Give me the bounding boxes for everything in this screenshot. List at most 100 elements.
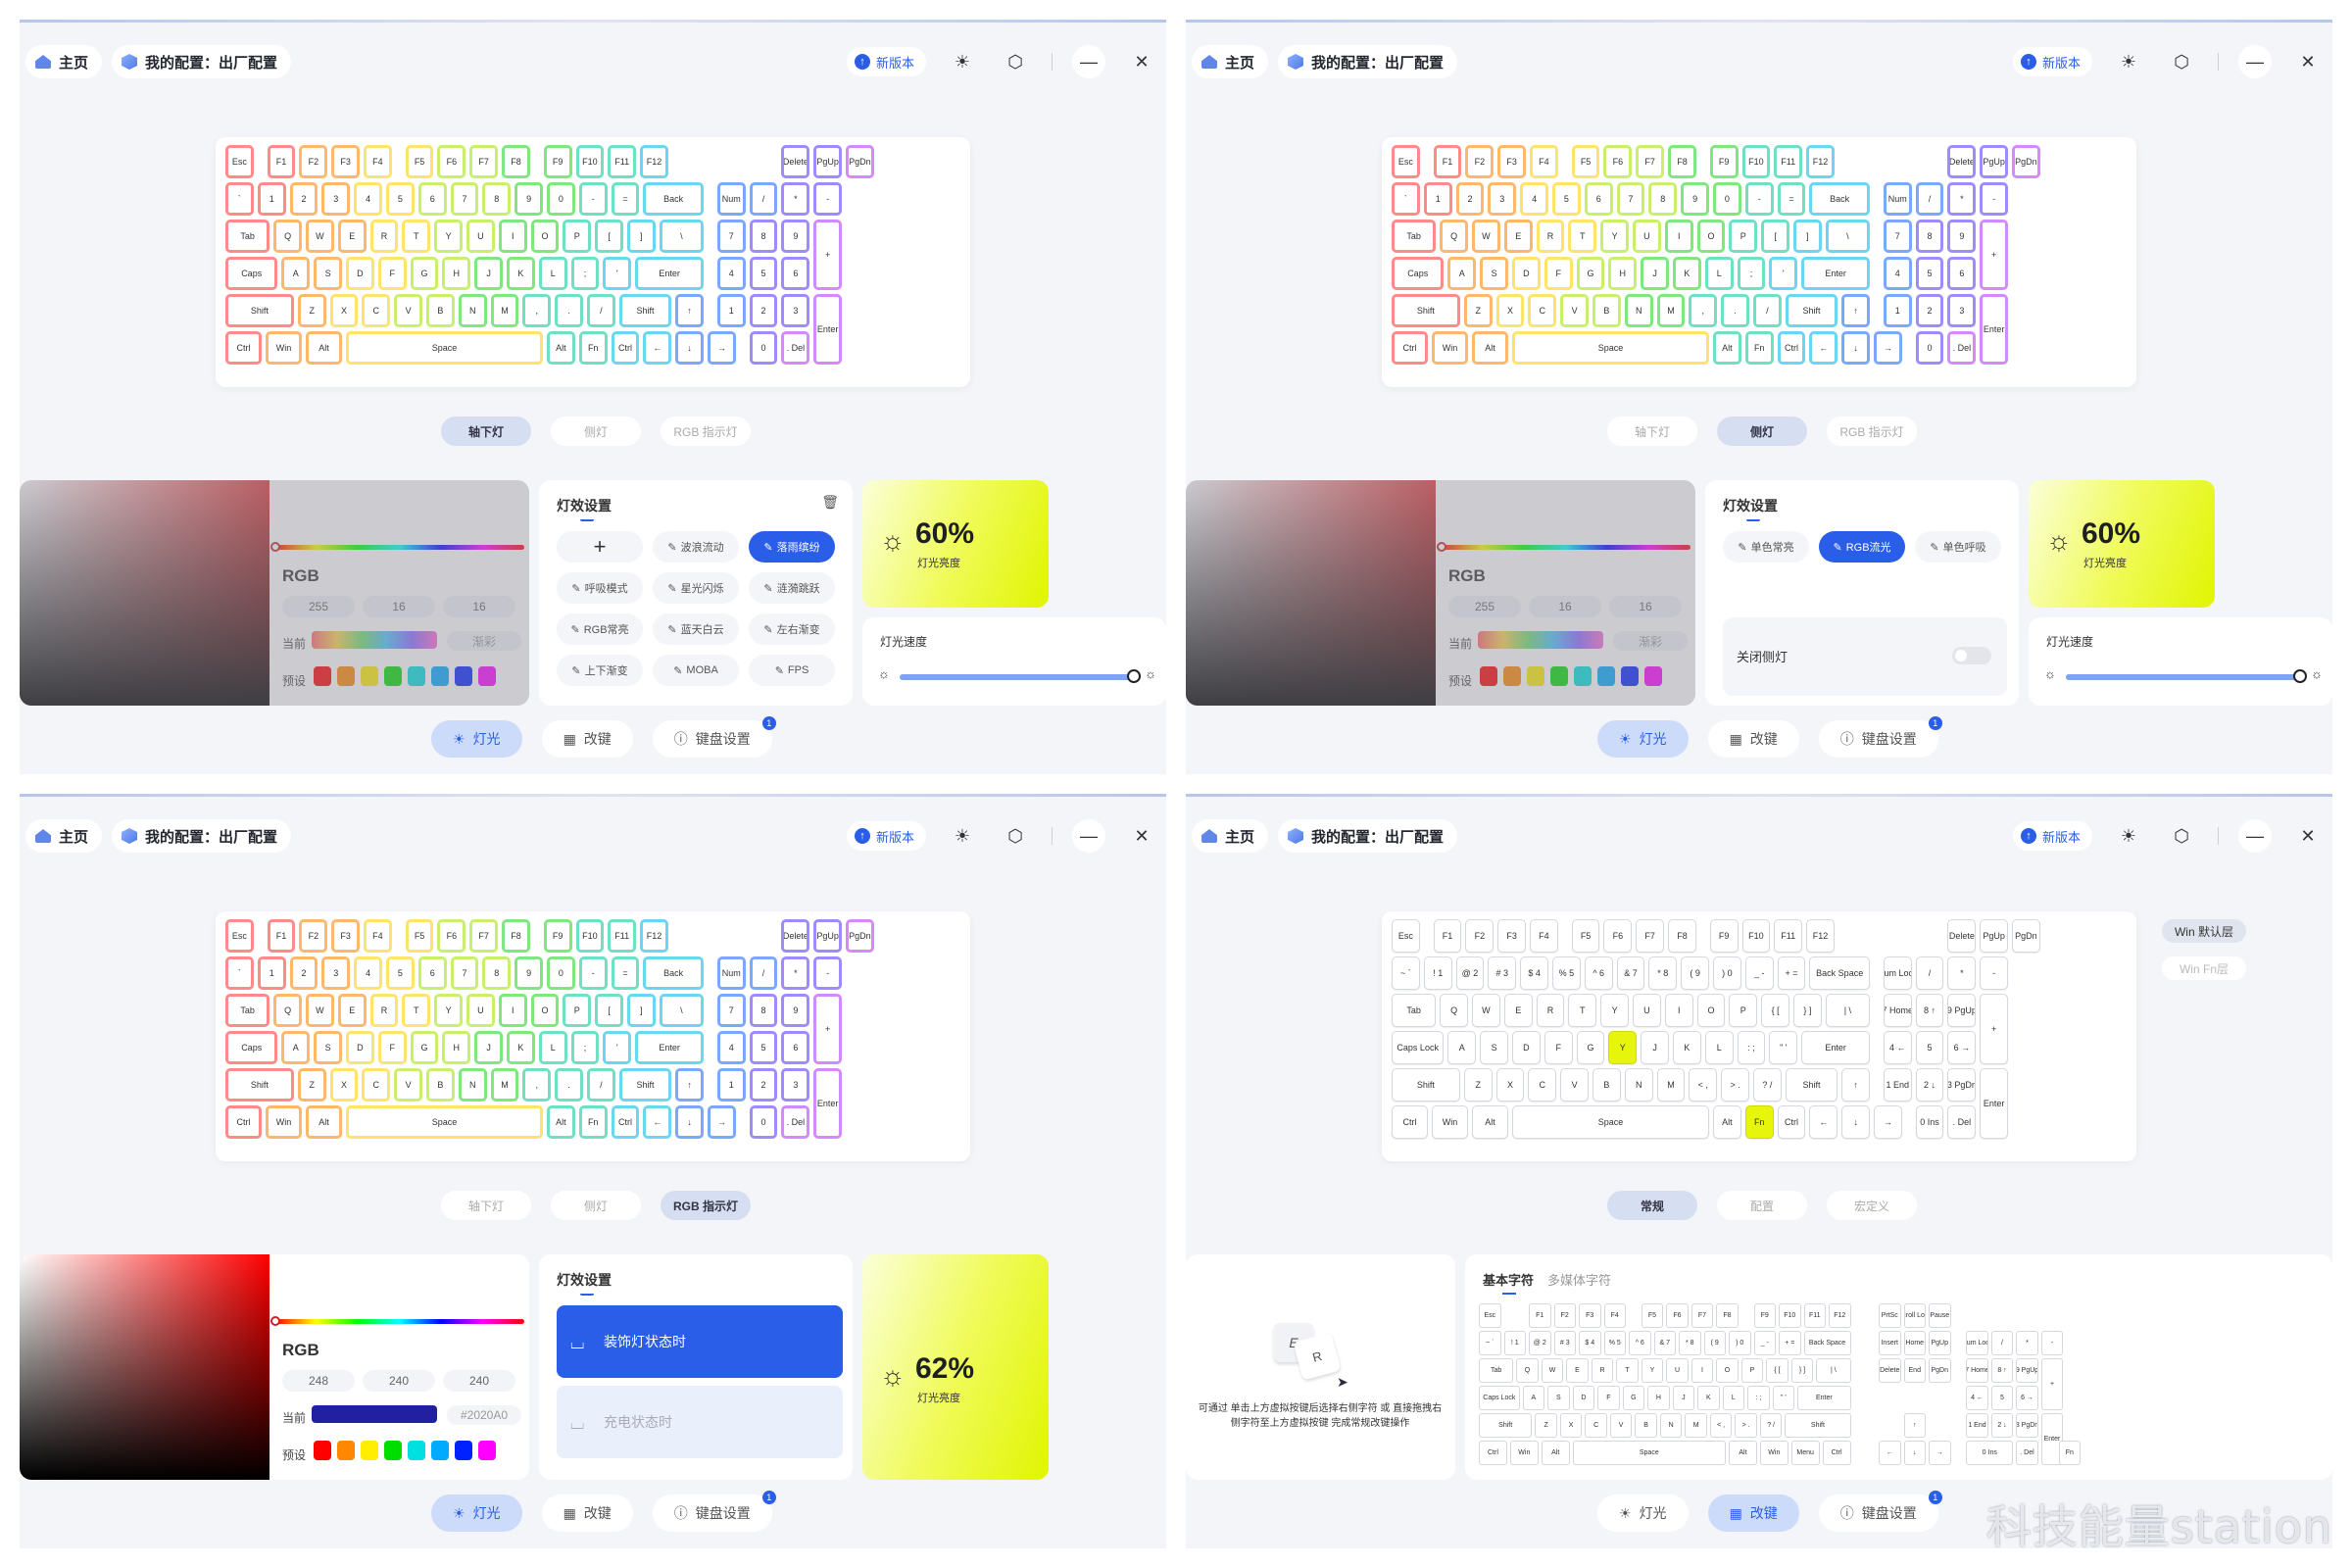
profile-button[interactable]: 我的配置：出厂配置 — [112, 45, 292, 78]
key[interactable]: J — [474, 1031, 503, 1064]
key[interactable]: M — [490, 294, 519, 327]
effect-button[interactable]: + — [557, 531, 643, 563]
key[interactable]: V — [394, 294, 422, 327]
new-version-button[interactable]: ↑ 新版本 — [846, 821, 926, 851]
key[interactable]: | \ — [1816, 1358, 1851, 1383]
key[interactable]: F1 — [1433, 145, 1462, 178]
nav-1[interactable]: ▦ 改键 — [541, 720, 633, 758]
key[interactable]: G — [1576, 1031, 1605, 1064]
key[interactable]: Tab — [1479, 1358, 1514, 1383]
key[interactable]: / — [1990, 1331, 2014, 1355]
key[interactable]: * — [1947, 956, 1977, 990]
key[interactable]: 7 — [716, 220, 746, 253]
key[interactable]: ( 9 — [1703, 1331, 1726, 1355]
key[interactable]: 8 — [482, 956, 512, 990]
preset-swatch[interactable] — [408, 1441, 425, 1460]
key[interactable]: F9 — [1709, 145, 1739, 178]
key[interactable]: T — [1568, 994, 1597, 1027]
key[interactable]: % 5 — [1552, 956, 1581, 990]
key[interactable]: P — [1740, 1358, 1764, 1383]
key[interactable]: - — [578, 956, 608, 990]
key[interactable]: ` — [225, 956, 254, 990]
key[interactable]: 2 — [289, 182, 318, 216]
key[interactable]: F12 — [1806, 145, 1835, 178]
key[interactable]: [ — [595, 220, 623, 253]
key[interactable]: Enter — [1801, 1031, 1870, 1064]
key[interactable]: Alt — [1472, 1105, 1508, 1139]
key[interactable]: 1 — [257, 956, 286, 990]
key[interactable]: N — [458, 294, 487, 327]
key[interactable]: Caps — [225, 257, 278, 290]
key[interactable]: Z — [1463, 294, 1493, 327]
key[interactable]: < , — [1689, 1068, 1718, 1102]
key[interactable]: X — [1559, 1413, 1583, 1438]
key[interactable]: Shift — [225, 294, 294, 327]
key[interactable]: F11 — [1803, 1303, 1826, 1328]
key[interactable]: ↓ — [1841, 331, 1870, 365]
key[interactable]: ~ ` — [1392, 956, 1420, 990]
key[interactable]: Z — [297, 1068, 326, 1102]
key[interactable]: G — [1622, 1386, 1645, 1410]
key[interactable]: 1 End — [1966, 1413, 1988, 1438]
key[interactable]: Tab — [1392, 994, 1437, 1027]
key[interactable]: Enter — [813, 1068, 843, 1139]
key[interactable]: ↓ — [1903, 1441, 1926, 1465]
key[interactable]: ; — [570, 1031, 600, 1064]
key[interactable]: PgUp — [1980, 919, 2009, 953]
key[interactable]: Tab — [225, 220, 270, 253]
key[interactable]: 3 PgDn — [2016, 1413, 2038, 1438]
effect-button[interactable]: ✎ RGB常亮 — [557, 613, 643, 645]
rgb-input[interactable]: 248 — [282, 1370, 355, 1392]
key[interactable]: K — [1697, 1386, 1720, 1410]
effect-button[interactable]: ✎ 星光闪烁 — [653, 572, 739, 604]
key[interactable]: W — [306, 220, 334, 253]
key[interactable]: 9 PgUp — [2016, 1358, 2038, 1383]
key[interactable]: Num Lock — [1883, 956, 1912, 990]
key[interactable]: A — [1447, 1031, 1477, 1064]
hue-slider[interactable] — [1437, 542, 1690, 552]
key[interactable]: Alt — [1713, 331, 1741, 365]
key[interactable]: * 8 — [1648, 956, 1678, 990]
key[interactable]: F — [1544, 1031, 1573, 1064]
key[interactable]: Enter — [1980, 294, 2009, 365]
layer-button[interactable]: Win Fn层 — [2162, 956, 2246, 980]
key[interactable]: ? / — [1759, 1413, 1783, 1438]
key[interactable]: V — [1560, 294, 1589, 327]
key[interactable]: PgDn — [1929, 1358, 1951, 1383]
hue-knob[interactable] — [270, 542, 280, 552]
key[interactable]: Enter — [635, 257, 704, 290]
key[interactable]: Enter — [2040, 1413, 2064, 1465]
effect-button[interactable]: ✎ 单色呼吸 — [1915, 531, 2001, 563]
key[interactable]: 0 — [547, 956, 575, 990]
key[interactable]: J — [1672, 1386, 1695, 1410]
preset-swatch[interactable] — [1550, 666, 1568, 686]
key[interactable]: Z — [297, 294, 326, 327]
key[interactable]: Fn — [578, 331, 608, 365]
minimize-icon[interactable]: — — [2238, 45, 2272, 78]
rgb-input[interactable]: 240 — [443, 1370, 515, 1392]
key[interactable]: X — [1495, 1068, 1525, 1102]
key[interactable]: 7 — [450, 956, 479, 990]
key[interactable]: 5 — [749, 257, 778, 290]
key[interactable]: F2 — [1553, 1303, 1576, 1328]
key[interactable]: Win — [1432, 1105, 1468, 1139]
key[interactable]: > . — [1721, 1068, 1749, 1102]
sub-tab[interactable]: RGB 指示灯 — [1827, 416, 1917, 446]
key[interactable]: 4 — [1520, 182, 1548, 216]
key[interactable]: Y — [1600, 994, 1629, 1027]
key[interactable]: / — [749, 956, 778, 990]
key[interactable]: 6 → — [1947, 1031, 1977, 1064]
key[interactable]: Delete — [781, 919, 810, 953]
key[interactable]: H — [1647, 1386, 1670, 1410]
key[interactable]: 9 PgUp — [1947, 994, 1977, 1027]
key[interactable]: 3 — [781, 1068, 810, 1102]
sub-tab[interactable]: 侧灯 — [551, 1191, 641, 1220]
key[interactable]: Y — [1641, 1358, 1664, 1383]
key[interactable]: Space — [346, 331, 543, 365]
key[interactable]: F10 — [575, 145, 605, 178]
key[interactable]: 8 — [1915, 220, 1944, 253]
rgb-input[interactable]: 16 — [1529, 596, 1601, 617]
key[interactable]: 7 — [1883, 220, 1912, 253]
key[interactable]: { [ — [1766, 1358, 1788, 1383]
key[interactable]: F8 — [502, 145, 530, 178]
